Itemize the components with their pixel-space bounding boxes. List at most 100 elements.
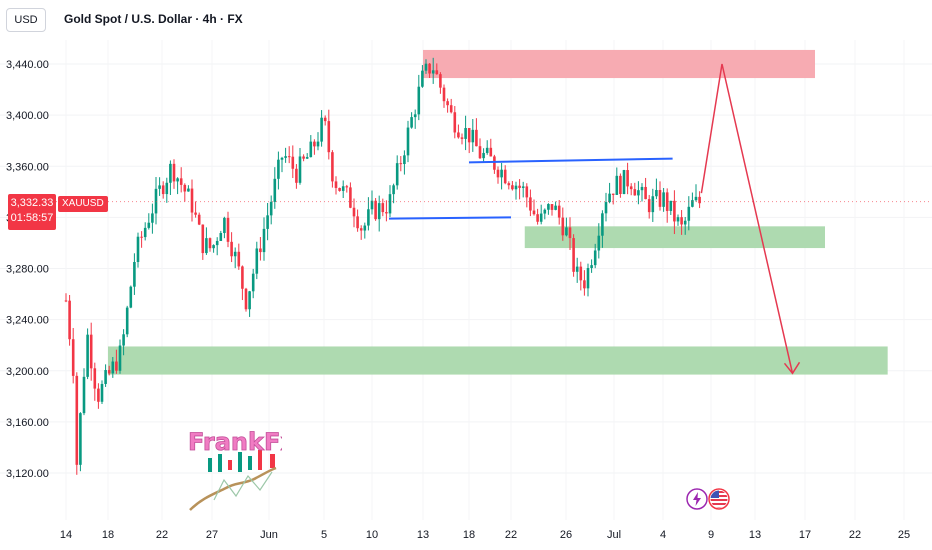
candle-body	[593, 250, 597, 266]
candle-body	[655, 190, 658, 197]
logo-candles-icon	[208, 450, 275, 472]
candle-body	[565, 227, 568, 236]
candle-body	[691, 200, 694, 207]
candle-body	[579, 266, 583, 281]
candle-body	[89, 334, 93, 369]
candle-body	[629, 186, 633, 190]
candle-body	[367, 209, 370, 226]
x-tick-label: 26	[560, 529, 572, 541]
candle-body	[687, 206, 691, 221]
candle-body	[295, 168, 298, 183]
candle-body	[683, 220, 687, 225]
x-tick-label: 22	[849, 529, 861, 541]
candle-body	[71, 339, 75, 376]
candle-body	[471, 129, 475, 143]
candle-body	[244, 288, 248, 310]
bar-countdown: 01:58:57	[10, 212, 54, 224]
upper-trendline	[468, 157, 673, 164]
candle-body	[107, 370, 111, 374]
candle-body	[341, 186, 345, 191]
candle-body	[82, 376, 86, 414]
x-tick-label: 22	[156, 529, 168, 541]
logo-curve-icon	[189, 466, 277, 511]
candle-body	[356, 216, 359, 229]
candle-body	[255, 248, 259, 274]
candle-body	[392, 185, 395, 195]
candle-body	[550, 204, 554, 210]
candle-body	[172, 163, 176, 182]
candle-body	[406, 127, 410, 156]
y-tick-label: 3,440.00	[6, 59, 49, 71]
candle-body	[449, 105, 453, 113]
candle-body	[615, 175, 619, 195]
candle-body	[320, 117, 323, 142]
chart-title: Gold Spot / U.S. Dollar · 4h · FX	[64, 12, 243, 26]
x-tick-label: 18	[463, 529, 475, 541]
candle-body	[673, 200, 676, 222]
frankfx-logo: FrankFx	[188, 428, 282, 511]
candle-body	[611, 193, 615, 195]
x-tick-label: Jun	[260, 529, 278, 541]
us-flag-icon[interactable]	[708, 488, 730, 510]
projection-path	[700, 63, 794, 374]
candle-body	[557, 205, 561, 218]
candle-body	[208, 238, 212, 249]
candle-body	[79, 413, 82, 465]
candle-body	[665, 192, 669, 211]
candle-body	[219, 233, 223, 241]
candle-body	[176, 178, 179, 182]
y-axis: 3,120.00 3,160.00 3,200.00 3,240.00 3,280.00…	[6, 59, 49, 480]
last-price-value: 3,332.33	[10, 197, 54, 209]
candle-body	[651, 196, 655, 213]
candle-body	[302, 156, 305, 159]
annotation-lines	[56, 63, 932, 375]
candle-body	[115, 361, 118, 371]
candle-body	[280, 157, 284, 160]
candle-body	[259, 248, 262, 253]
candle-body	[248, 291, 251, 310]
candle-body	[539, 213, 543, 222]
candle-body	[205, 238, 208, 254]
candle-body	[97, 388, 100, 402]
candle-body	[543, 209, 547, 214]
candle-body	[104, 370, 107, 384]
x-tick-label: 5	[321, 529, 327, 541]
candle-body	[399, 163, 403, 165]
x-tick-label: 9	[708, 529, 714, 541]
chart-grid	[0, 40, 932, 520]
candle-body	[316, 141, 320, 147]
candle-body	[233, 251, 237, 257]
candle-body	[511, 185, 514, 190]
candle-body	[377, 203, 381, 220]
last-price-badge: 3,332.33 01:58:57	[8, 194, 56, 230]
lightning-icon[interactable]	[686, 488, 708, 510]
candle-body	[536, 214, 539, 222]
candle-body	[165, 182, 169, 195]
candle-body	[212, 245, 215, 249]
candle-body	[403, 155, 406, 165]
candle-body	[381, 203, 385, 213]
candle-body	[370, 200, 374, 210]
candle-body	[529, 197, 532, 211]
candle-body	[125, 307, 129, 335]
y-tick-label: 3,280.00	[6, 264, 49, 276]
y-tick-label: 3,160.00	[6, 417, 49, 429]
candle-body	[633, 189, 637, 196]
candle-body	[64, 300, 68, 302]
candle-body	[485, 147, 489, 153]
logo-line-icon	[213, 471, 273, 501]
candle-body	[122, 334, 125, 346]
candle-body	[583, 280, 586, 289]
candle-body	[349, 187, 352, 208]
candle-body	[669, 200, 673, 211]
candle-body	[230, 241, 233, 257]
currency-selector[interactable]: USD	[6, 8, 46, 32]
candle-body	[277, 159, 280, 179]
y-tick-label: 3,120.00	[6, 468, 49, 480]
candle-body	[453, 112, 457, 133]
candle-body	[467, 128, 471, 143]
zone-supply	[423, 49, 815, 79]
candle-body	[201, 224, 205, 254]
candle-body	[241, 266, 244, 289]
